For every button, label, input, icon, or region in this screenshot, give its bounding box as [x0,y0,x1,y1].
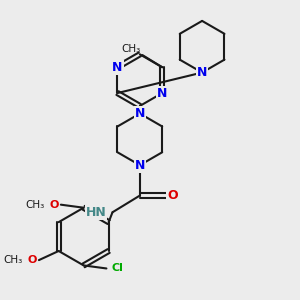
Text: N: N [135,159,145,172]
Text: CH₃: CH₃ [3,255,22,265]
Text: N: N [112,61,123,74]
Text: N: N [197,66,207,79]
Text: CH₃: CH₃ [25,200,44,210]
Text: O: O [49,200,58,210]
Text: CH₃: CH₃ [122,44,141,54]
Text: Cl: Cl [112,263,124,274]
Text: N: N [157,86,167,100]
Text: O: O [167,189,178,202]
Text: O: O [27,255,37,265]
Text: N: N [135,107,145,120]
Text: HN: HN [86,206,106,219]
